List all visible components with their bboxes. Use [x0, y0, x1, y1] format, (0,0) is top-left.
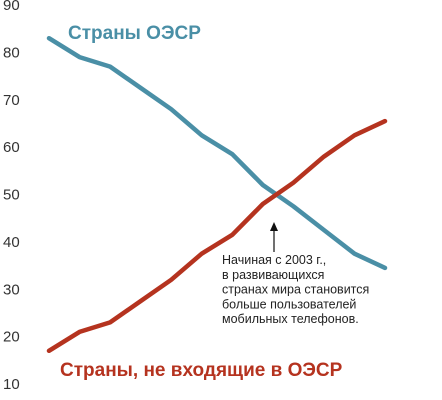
series-lines [46, 35, 388, 354]
annotation-line: в развивающихся [222, 268, 324, 282]
y-tick-label: 10 [3, 376, 20, 393]
y-tick-label: 50 [3, 187, 20, 204]
annotation-line: больше пользователей [222, 297, 356, 311]
annotation-line: странах мира становится [222, 283, 369, 297]
annotation-line: мобильных телефонов. [222, 312, 359, 326]
annotation-text: Начиная с 2003 г., в развивающихся странах… [222, 253, 369, 326]
series-line-non-oecd [46, 118, 388, 354]
y-tick-label: 90 [3, 0, 20, 14]
y-tick-label: 80 [3, 44, 20, 61]
y-tick-label: 70 [3, 92, 20, 109]
annotation-arrow-head [270, 222, 278, 231]
y-tick-label: 30 [3, 281, 20, 298]
annotation-arrow [270, 222, 278, 252]
series-label-oecd: Страны ОЭСР [68, 23, 201, 44]
y-axis-ticks: 10 20 30 40 50 60 70 80 90 [3, 0, 20, 393]
y-tick-label: 40 [3, 234, 20, 251]
series-line-oecd [46, 35, 388, 271]
series-label-non-oecd: Страны, не входящие в ОЭСР [60, 360, 343, 381]
annotation-line: Начиная с 2003 г., [222, 253, 326, 267]
y-tick-label: 60 [3, 139, 20, 156]
y-tick-label: 20 [3, 329, 20, 346]
